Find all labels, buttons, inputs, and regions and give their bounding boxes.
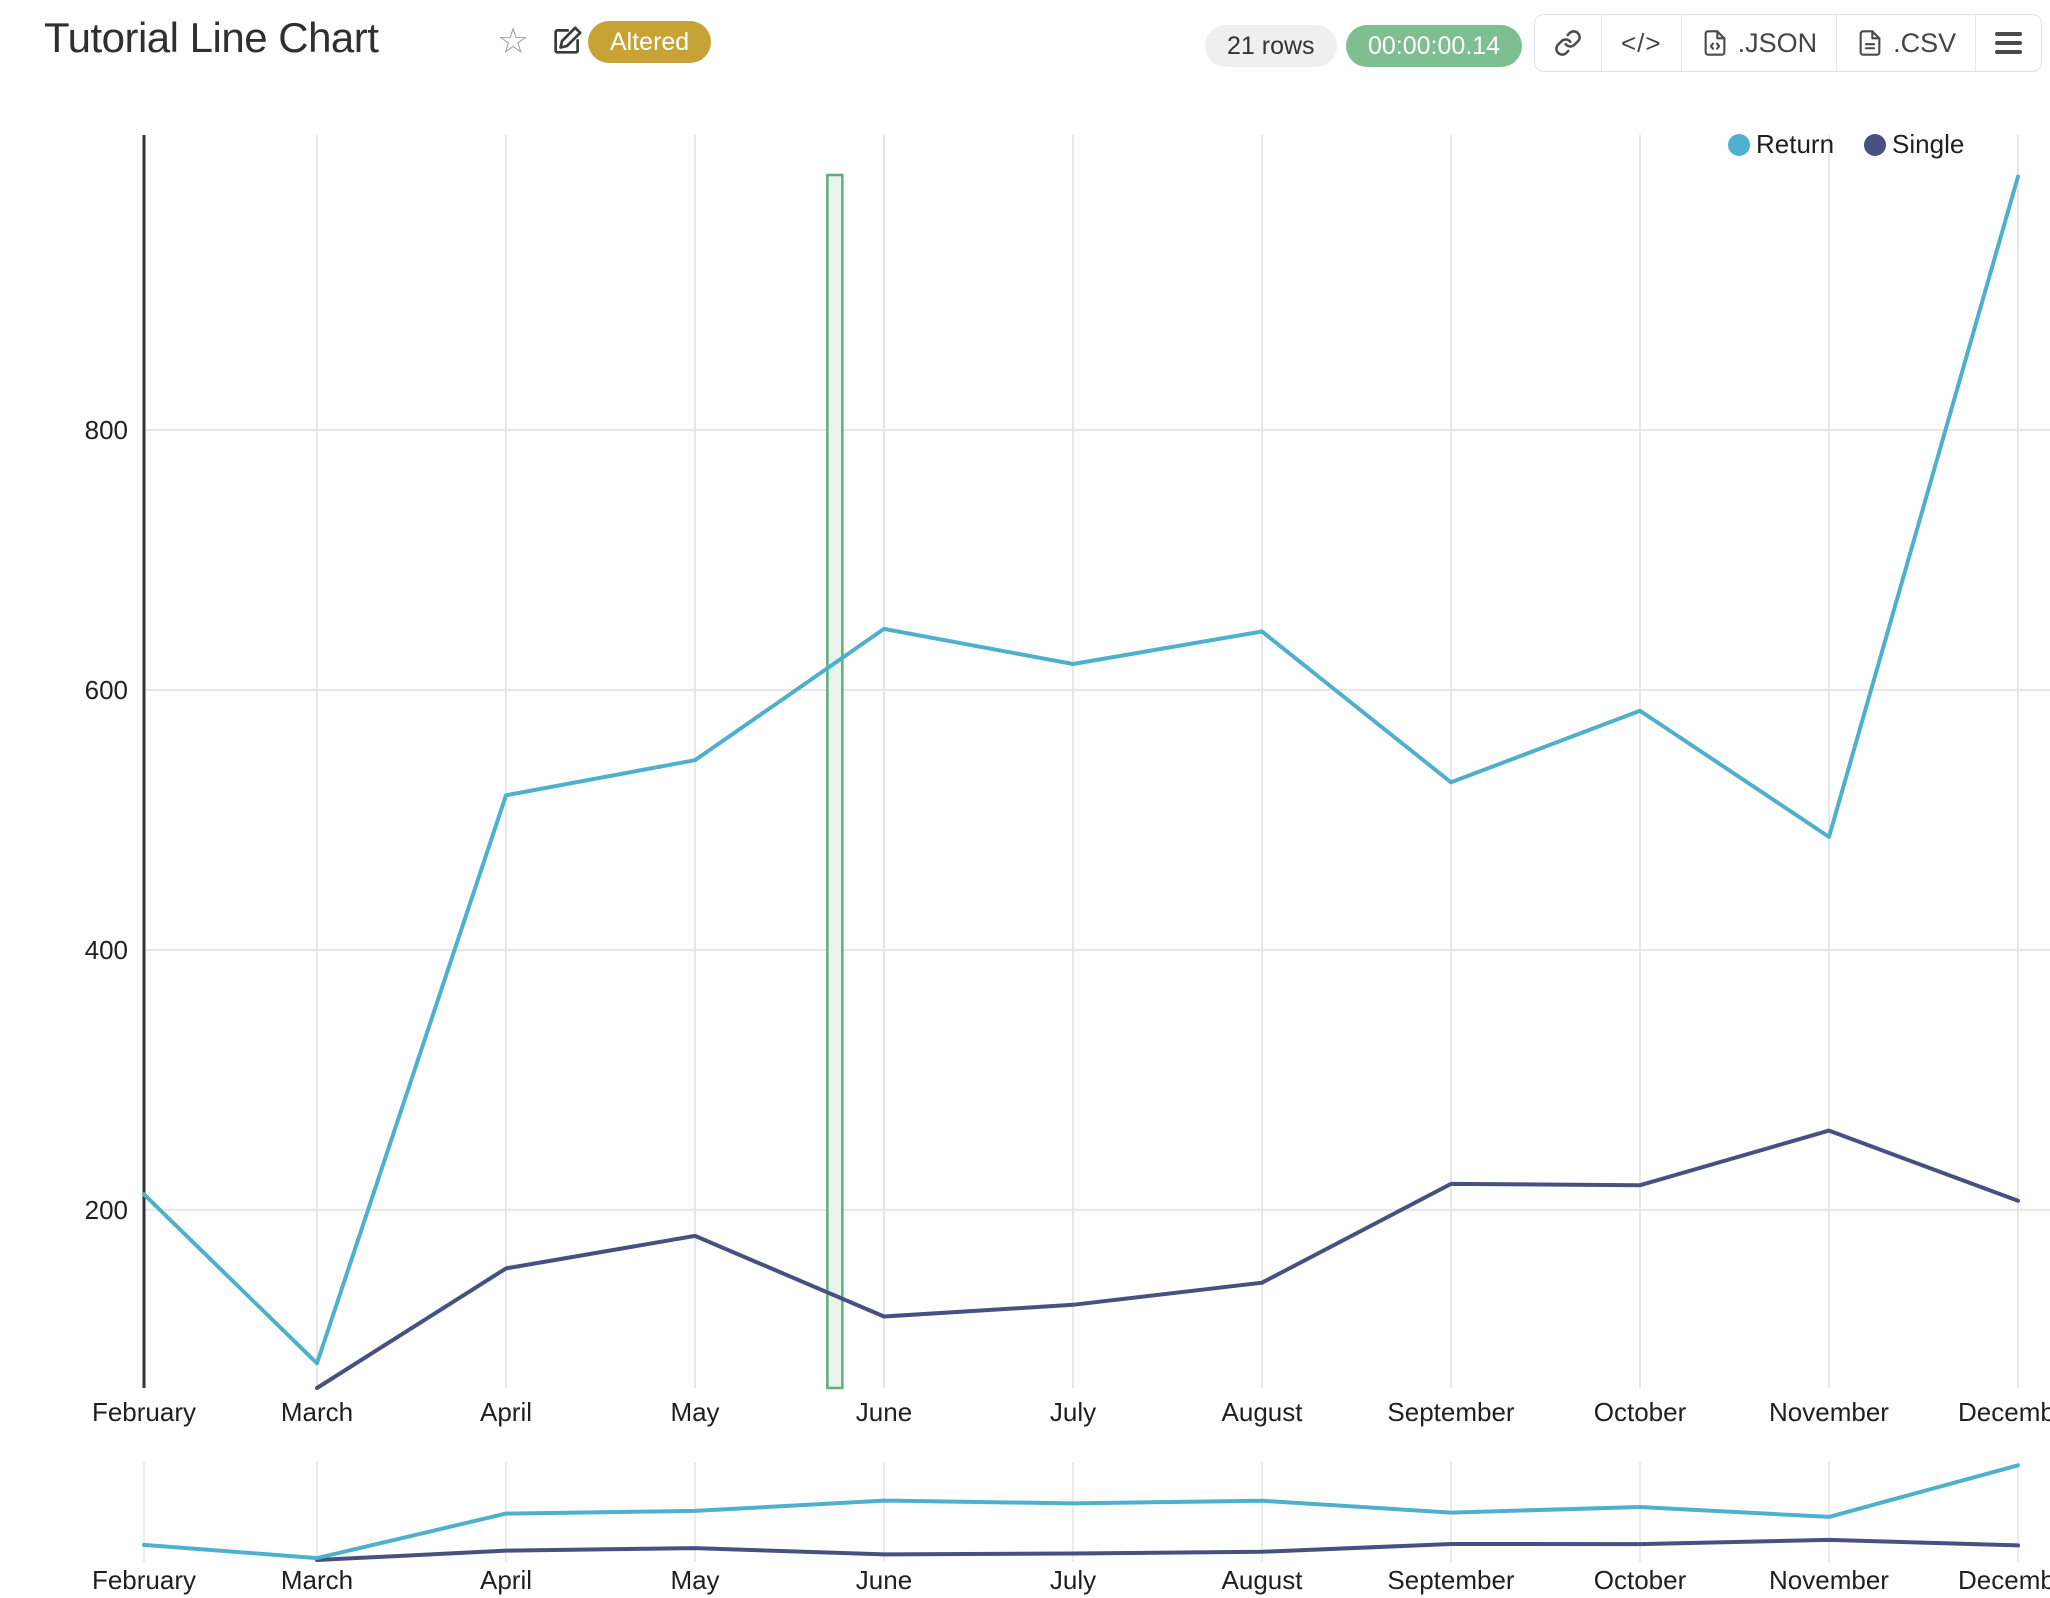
mini-x-tick-label: June — [856, 1565, 912, 1595]
series-line-single[interactable] — [315, 1128, 2020, 1390]
mini-x-tick-label: February — [92, 1565, 196, 1595]
mini-x-tick-label: October — [1594, 1565, 1687, 1595]
x-axis-tick-label: October — [1594, 1397, 1687, 1427]
chart-legend: Return Single — [1728, 129, 1964, 160]
row-count-badge: 21 rows — [1205, 25, 1337, 67]
hamburger-icon — [1995, 32, 2023, 54]
mini-series-line-return[interactable] — [142, 1463, 2020, 1561]
legend-label: Return — [1756, 129, 1835, 159]
y-axis-tick-label: 600 — [85, 675, 128, 705]
y-axis-tick-label: 400 — [85, 935, 128, 965]
page-title[interactable]: Tutorial Line Chart — [44, 14, 379, 61]
mini-x-tick-label: November — [1769, 1565, 1889, 1595]
csv-label: .CSV — [1893, 27, 1957, 58]
mini-series-line-single[interactable] — [315, 1537, 2020, 1562]
mini-x-tick-label: August — [1222, 1565, 1304, 1595]
x-axis-tick-label: April — [480, 1397, 532, 1427]
mini-x-tick-label: March — [281, 1565, 353, 1595]
csv-file-icon — [1859, 30, 1881, 56]
star-icon[interactable]: ☆ — [497, 20, 530, 61]
return-legend-dot — [1728, 133, 1750, 156]
export-toolbar: </> .JSON .CSV — [1534, 14, 2043, 72]
mini-x-tick-label: April — [480, 1565, 532, 1595]
series-line-return[interactable] — [142, 174, 2020, 1366]
x-axis-tick-label: August — [1222, 1397, 1304, 1427]
x-axis-tick-label: November — [1769, 1397, 1889, 1427]
menu-button[interactable] — [1975, 15, 2041, 71]
y-axis-tick-label: 200 — [85, 1195, 128, 1225]
legend-label: Single — [1892, 129, 1965, 159]
edit-icon[interactable] — [550, 24, 584, 63]
x-axis-tick-label: September — [1387, 1397, 1515, 1427]
link-icon — [1555, 30, 1581, 56]
json-file-icon — [1704, 30, 1725, 56]
altered-badge: Altered — [588, 21, 712, 63]
share-link-button[interactable] — [1535, 15, 1601, 71]
single-legend-dot — [1864, 133, 1887, 156]
download-json-button[interactable]: .JSON — [1680, 15, 1837, 71]
annotation-band — [826, 173, 844, 1390]
code-icon: </> — [1621, 27, 1662, 58]
y-axis-tick-label: 800 — [85, 415, 128, 445]
x-axis-tick-label: March — [281, 1397, 353, 1427]
embed-code-button[interactable]: </> — [1601, 15, 1681, 71]
mini-x-tick-label: May — [670, 1565, 719, 1595]
query-duration-badge: 00:00:00.14 — [1346, 25, 1523, 67]
mini-x-tick-label: September — [1387, 1565, 1515, 1595]
x-axis-tick-label: June — [856, 1397, 912, 1427]
mini-x-tick-label: December — [1958, 1565, 2050, 1595]
header: Tutorial Line Chart ☆ Altered 21 rows 00… — [0, 0, 2050, 86]
x-axis-tick-label: December — [1958, 1397, 2050, 1427]
legend-item-single[interactable]: Single — [1864, 129, 1964, 160]
x-axis-tick-label: February — [92, 1397, 196, 1427]
download-csv-button[interactable]: .CSV — [1836, 15, 1975, 71]
mini-x-tick-label: July — [1050, 1565, 1096, 1595]
json-label: .JSON — [1737, 27, 1818, 58]
x-axis-tick-label: May — [670, 1397, 719, 1427]
legend-item-return[interactable]: Return — [1728, 129, 1834, 160]
x-axis-tick-label: July — [1050, 1397, 1096, 1427]
